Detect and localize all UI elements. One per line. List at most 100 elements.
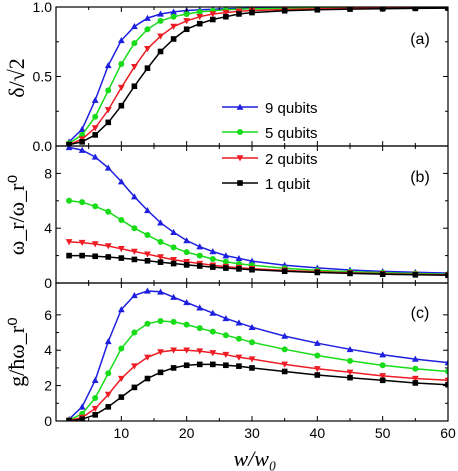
data-point-5-qubits (118, 216, 125, 223)
data-point-2-qubits (209, 11, 217, 18)
data-point-2-qubits (65, 239, 73, 246)
data-point-9-qubits (170, 228, 177, 236)
data-point-2-qubits (104, 107, 112, 114)
data-point-2-qubits (313, 366, 321, 373)
data-point-2-qubits (379, 373, 387, 380)
data-point-2-qubits (104, 391, 112, 398)
data-point-1-qubit (223, 265, 229, 271)
data-point-1-qubit (79, 139, 85, 145)
data-point-9-qubits (183, 237, 191, 244)
x-tick-label: 20 (179, 425, 195, 441)
x-tick-label: 10 (114, 425, 130, 441)
data-point-9-qubits (281, 332, 289, 339)
data-point-2-qubits (170, 23, 177, 30)
data-point-1-qubit (347, 374, 353, 381)
panels: 0.0 0.5 1.0 0 4 8 0 2 4 6 10 20 30 40 50 60 (33, 0, 456, 441)
data-point-1-qubit (236, 363, 242, 369)
data-point-9-qubits (131, 23, 138, 30)
data-point-5-qubits (209, 256, 216, 263)
data-point-5-qubits (183, 321, 190, 328)
data-point-5-qubits (170, 318, 177, 325)
data-point-2-qubits (104, 243, 112, 250)
panel-b: 0 4 8 (44, 145, 449, 291)
data-point-9-qubits (91, 96, 99, 103)
data-point-5-qubits (196, 252, 203, 259)
y-tick-label: 1.0 (33, 0, 53, 15)
data-point-5-qubits (131, 329, 138, 336)
data-point-5-qubits (183, 10, 190, 17)
data-point-9-qubits (235, 319, 243, 326)
data-point-9-qubits (91, 376, 99, 384)
data-point-2-qubits (131, 248, 138, 255)
series-group (65, 7, 448, 146)
data-point-9-qubits (78, 403, 86, 410)
data-point-9-qubits (170, 8, 177, 15)
legend-label-1: 1 qubit (265, 176, 311, 193)
data-point-1-qubit (236, 11, 242, 17)
data-point-9-qubits (144, 287, 151, 294)
panel-a: 0.0 0.5 1.0 (33, 0, 449, 154)
data-point-5-qubits (66, 197, 73, 204)
legend: 9 qubits 5 qubits 2 qubits 1 qubit (222, 100, 318, 193)
data-point-1-qubit (131, 256, 138, 263)
data-point-1-qubit (170, 260, 177, 267)
xlabel: w/w₀ (233, 446, 276, 471)
data-point-2-qubits (222, 9, 230, 16)
data-point-1-qubit (412, 380, 419, 386)
data-point-9-qubits (91, 153, 99, 160)
x-tick-label: 30 (244, 425, 260, 441)
data-point-1-qubit (183, 262, 190, 268)
series-line-2-qubits (68, 7, 448, 146)
y-tick-label: 6 (44, 307, 52, 323)
data-point-9-qubits (209, 309, 217, 316)
data-point-2-qubits (157, 254, 164, 261)
data-point-5-qubits (170, 13, 177, 20)
data-point-1-qubit (347, 270, 353, 277)
data-point-2-qubits (444, 377, 448, 384)
data-point-5-qubits (157, 318, 164, 325)
data-point-5-qubits (249, 339, 255, 346)
panel-c: 0 2 4 6 10 20 30 40 50 60 (44, 282, 456, 441)
data-point-2-qubits (117, 246, 125, 253)
data-point-5-qubits (105, 87, 112, 94)
data-point-5-qubits (131, 40, 138, 47)
data-point-1-qubit (131, 83, 138, 90)
data-point-1-qubit (223, 362, 229, 369)
data-point-1-qubit (157, 48, 164, 55)
data-point-1-qubit (92, 132, 98, 138)
data-point-2-qubits (91, 405, 99, 413)
y-tick-label: 0.5 (33, 69, 53, 85)
data-point-2-qubits (183, 259, 191, 266)
data-point-1-qubit (379, 271, 386, 278)
data-point-2-qubits (131, 363, 138, 370)
data-point-1-qubit (249, 9, 255, 16)
data-point-2-qubits (196, 14, 204, 21)
data-point-9-qubits (131, 291, 138, 299)
ylabel-b: ω_r/ω_r⁰ (4, 175, 29, 256)
data-point-1-qubit (314, 269, 321, 276)
data-point-2-qubits (157, 33, 164, 40)
series-line-9-qubits (68, 290, 448, 420)
data-point-1-qubit (105, 119, 112, 126)
data-point-5-qubits (105, 208, 112, 215)
series-line-9-qubits (68, 146, 448, 274)
data-point-9-qubits (222, 314, 230, 322)
data-point-5-qubits (131, 225, 138, 232)
data-point-5-qubits (412, 365, 419, 372)
data-point-1-qubit (445, 272, 448, 279)
data-point-2-qubits (157, 349, 164, 356)
data-point-5-qubits (281, 346, 288, 353)
y-tick-label: 4 (44, 220, 52, 236)
x-tick-label: 40 (310, 425, 326, 441)
data-point-1-qubit (412, 271, 419, 278)
data-point-5-qubits (144, 26, 151, 33)
data-point-1-qubit (249, 266, 255, 273)
data-point-9-qubits (196, 304, 204, 311)
y-tick-label: 8 (44, 165, 52, 181)
data-point-1-qubit (118, 255, 125, 261)
data-point-5-qubits (235, 335, 242, 342)
data-point-9-qubits (117, 306, 125, 313)
data-point-2-qubits (183, 18, 191, 25)
data-point-9-qubits (222, 252, 230, 259)
